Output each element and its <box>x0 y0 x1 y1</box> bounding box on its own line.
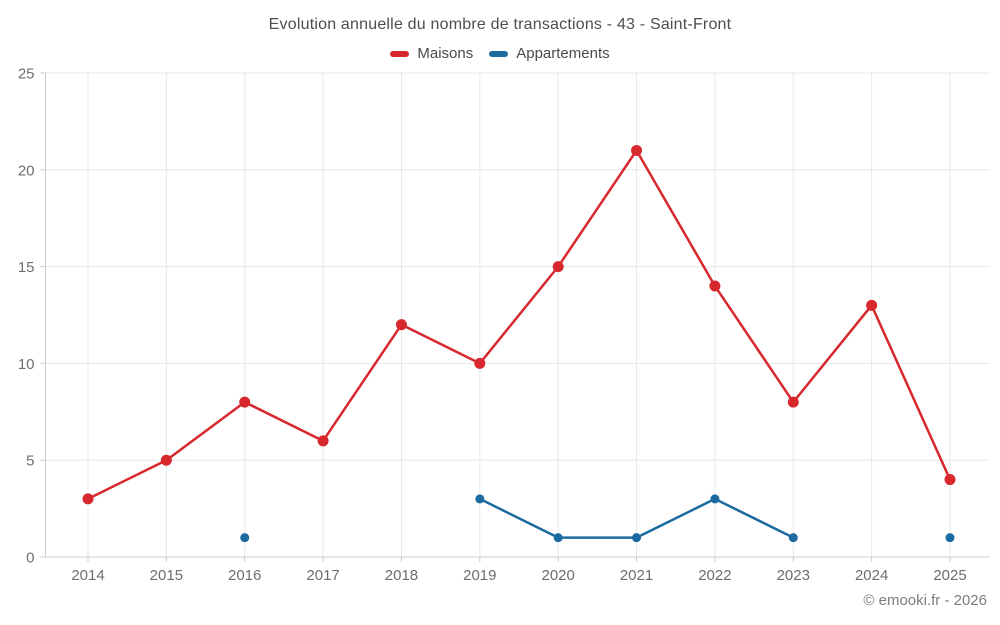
appartements-legend-swatch-icon <box>489 50 509 57</box>
legend-label-appartements: Appartements <box>516 45 610 62</box>
y-tick-label: 25 <box>18 66 35 83</box>
legend-item-maisons[interactable]: Maisons <box>390 45 473 62</box>
chart-legend: Maisons Appartements <box>0 45 1000 62</box>
chart-title: Evolution annuelle du nombre de transact… <box>268 16 732 33</box>
maisons-point <box>709 280 721 292</box>
x-tick-label: 2014 <box>71 567 104 584</box>
appartements-point <box>710 494 720 504</box>
y-tick-label: 0 <box>26 550 34 567</box>
appartements-point <box>240 533 250 543</box>
appartements-point <box>632 533 642 543</box>
x-tick-label: 2025 <box>933 567 966 584</box>
maisons-point <box>944 474 956 486</box>
maisons-point <box>160 454 172 466</box>
x-tick-label: 2016 <box>228 567 261 584</box>
maisons-point <box>82 493 94 505</box>
x-tick-label: 2019 <box>463 567 496 584</box>
x-tick-label: 2023 <box>777 567 810 584</box>
y-tick-label: 20 <box>18 162 35 179</box>
maisons-point <box>787 396 799 408</box>
maisons-point <box>552 261 564 273</box>
x-tick-label: 2024 <box>855 567 888 584</box>
maisons-legend-swatch-icon <box>390 50 410 57</box>
maisons-point <box>631 144 643 156</box>
x-tick-label: 2021 <box>620 567 653 584</box>
appartements-point <box>475 494 485 504</box>
appartements-point <box>945 533 955 543</box>
maisons-point <box>395 319 407 331</box>
x-tick-label: 2020 <box>541 567 574 584</box>
maisons-point <box>317 435 329 447</box>
copyright-text: © emooki.fr - 2026 <box>863 592 987 609</box>
x-tick-label: 2015 <box>150 567 183 584</box>
x-tick-label: 2022 <box>698 567 731 584</box>
maisons-point <box>866 299 878 311</box>
y-tick-label: 5 <box>26 453 34 470</box>
appartements-point <box>788 533 798 543</box>
maisons-line <box>86 149 952 501</box>
y-tick-label: 10 <box>18 356 35 373</box>
legend-item-appartements[interactable]: Appartements <box>489 45 610 62</box>
legend-label-maisons: Maisons <box>417 45 474 62</box>
maisons-point <box>474 357 486 369</box>
y-tick-label: 15 <box>18 259 35 276</box>
x-tick-label: 2018 <box>385 567 418 584</box>
appartements-point <box>553 533 563 543</box>
x-tick-label: 2017 <box>306 567 339 584</box>
maisons-point <box>239 396 251 408</box>
